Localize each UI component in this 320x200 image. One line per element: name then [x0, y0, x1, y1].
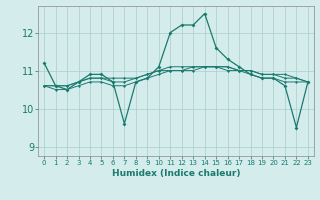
X-axis label: Humidex (Indice chaleur): Humidex (Indice chaleur): [112, 169, 240, 178]
